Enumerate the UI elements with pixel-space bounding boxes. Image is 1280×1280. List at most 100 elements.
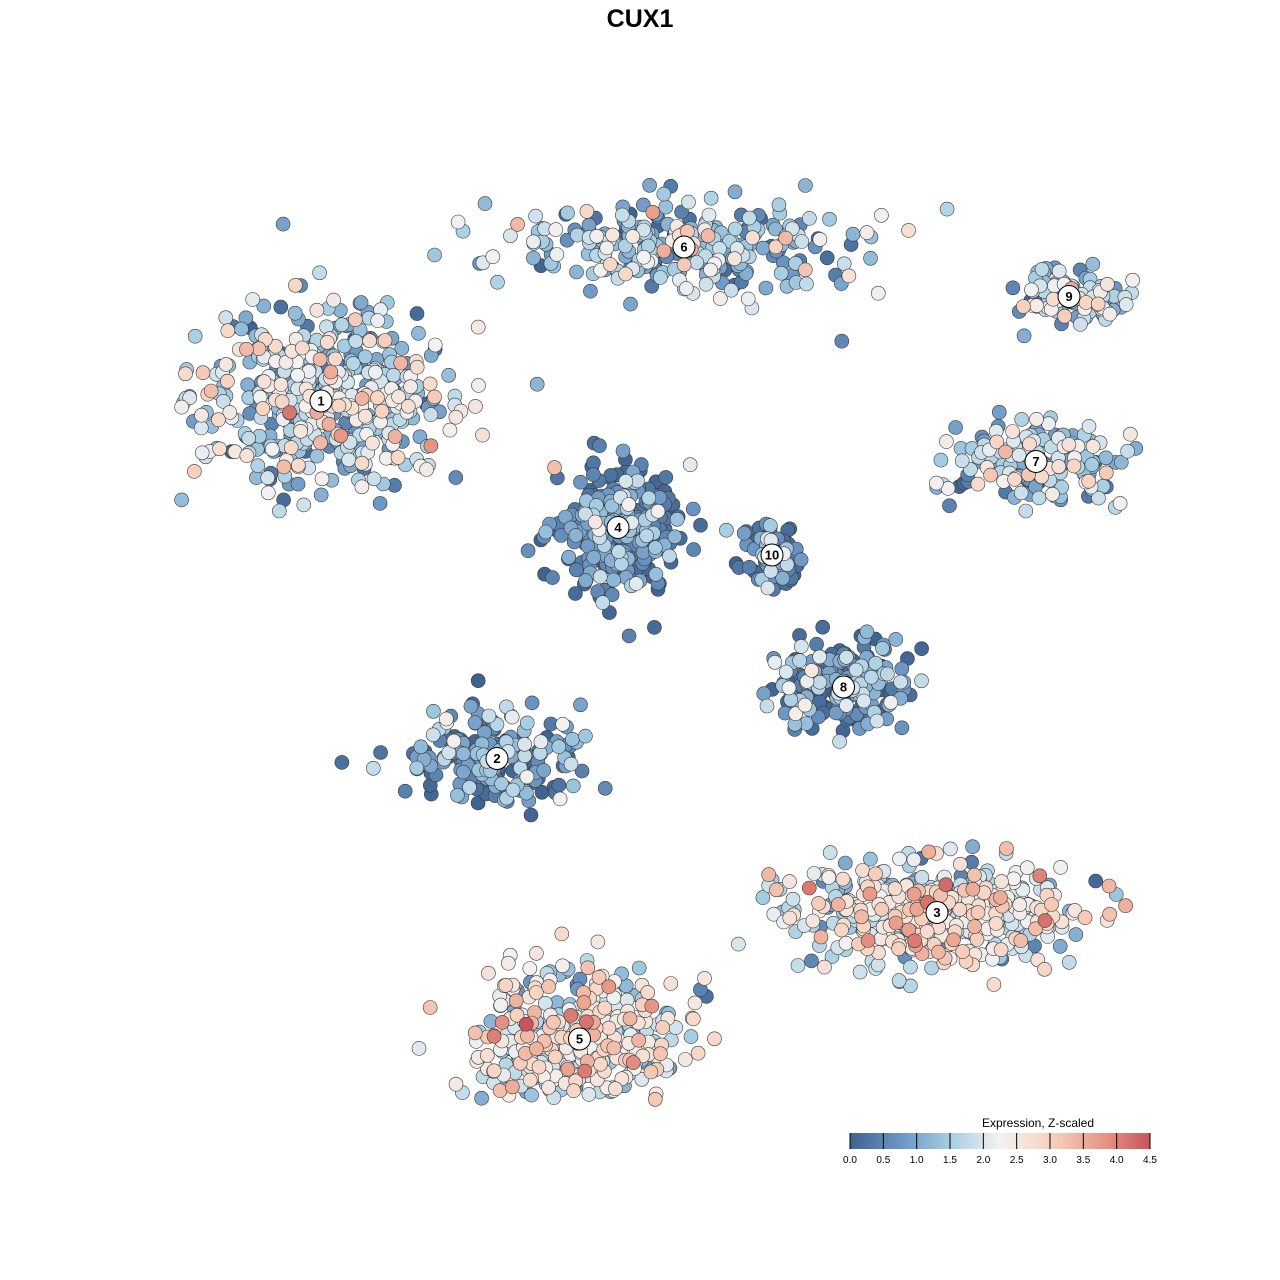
- scatter-point: [875, 641, 890, 656]
- scatter-point: [475, 427, 490, 443]
- scatter-point: [334, 755, 350, 770]
- scatter-point: [760, 580, 776, 596]
- scatter-point: [555, 716, 571, 732]
- scatter-point: [1028, 921, 1043, 937]
- scatter-point: [645, 205, 661, 220]
- scatter-point: [309, 302, 325, 318]
- scatter-point: [845, 226, 861, 242]
- scatter-point: [740, 291, 756, 307]
- scatter-point: [182, 390, 197, 406]
- scatter-point: [568, 586, 583, 601]
- scatter-point: [218, 357, 234, 372]
- scatter-point: [290, 367, 305, 383]
- scatter-point: [529, 1041, 544, 1057]
- scatter-point: [194, 407, 209, 423]
- scatter-point: [794, 234, 810, 249]
- scatter-point: [448, 1076, 464, 1092]
- scatter-point: [345, 356, 361, 371]
- scatter-point: [1068, 927, 1084, 942]
- scatter-point: [419, 462, 434, 477]
- scatter-point: [658, 470, 674, 485]
- scatter-point: [903, 959, 918, 975]
- scatter-point: [323, 364, 339, 380]
- scatter-point: [759, 698, 775, 714]
- scatter-point: [1090, 296, 1106, 312]
- scatter-point: [312, 352, 328, 367]
- scatter-point: [531, 1059, 547, 1075]
- scatter-point: [658, 199, 674, 215]
- scatter-point: [481, 708, 497, 724]
- scatter-point: [374, 403, 390, 419]
- scatter-point: [353, 295, 369, 310]
- scatter-point: [578, 573, 593, 588]
- scatter-point: [1053, 860, 1068, 875]
- cluster-label-7: 7: [1024, 450, 1048, 473]
- cluster-label-text: 10: [765, 548, 779, 563]
- scatter-point: [685, 1011, 701, 1027]
- scatter-point: [555, 958, 570, 974]
- scatter-point: [648, 566, 664, 582]
- scatter-point: [455, 764, 471, 780]
- scatter-point: [894, 720, 910, 736]
- scatter-point: [855, 863, 870, 878]
- scatter-point: [372, 496, 388, 511]
- scatter-point: [931, 944, 946, 960]
- colorbar-tick-label: 2.0: [976, 1155, 990, 1166]
- scatter-point: [589, 229, 605, 244]
- cluster-labels: 1 2 3 4 5 6 7 8 9 10: [309, 235, 1081, 1051]
- scatter-point: [490, 274, 505, 290]
- colorbar-tick-label: 2.5: [1010, 1155, 1024, 1166]
- scatter-point: [546, 1014, 561, 1030]
- scatter-point: [373, 745, 388, 760]
- scatter-point: [290, 476, 306, 492]
- scatter-point: [574, 763, 590, 779]
- scatter-point: [485, 249, 501, 265]
- scatter-point: [805, 913, 821, 929]
- scatter-point: [194, 445, 210, 461]
- scatter-point: [538, 524, 554, 540]
- scatter-point: [1020, 860, 1035, 876]
- scatter-point: [553, 528, 569, 543]
- scatter-point: [938, 877, 954, 893]
- scatter-point: [863, 851, 878, 867]
- cluster-label-5: 5: [568, 1027, 591, 1051]
- scatter-point: [441, 367, 457, 383]
- scatter-point: [993, 942, 1009, 958]
- scatter-point: [631, 960, 647, 976]
- scatter-point: [413, 739, 429, 755]
- scatter-point: [700, 228, 716, 243]
- cluster-label-badge: [832, 675, 855, 699]
- scatter-point: [942, 498, 957, 514]
- cluster-label-10: 10: [760, 543, 784, 567]
- scatter-point: [1073, 317, 1088, 332]
- scatter-point: [239, 448, 255, 463]
- scatter-point: [568, 562, 584, 578]
- scatter-point: [450, 214, 466, 230]
- scatter-point: [999, 841, 1014, 856]
- scatter-point: [1029, 298, 1044, 313]
- scatter-point: [618, 473, 634, 489]
- scatter-point: [736, 525, 752, 541]
- scatter-point: [854, 909, 869, 925]
- scatter-point: [769, 882, 784, 898]
- cluster-label-badge: [925, 901, 949, 924]
- scatter-point: [251, 341, 267, 357]
- scatter-point: [742, 559, 757, 575]
- scatter-point: [528, 208, 543, 224]
- scatter-point: [194, 420, 209, 436]
- scatter-point: [1102, 306, 1118, 322]
- scatter-point: [605, 227, 620, 243]
- scatter-point: [622, 1011, 638, 1027]
- scatter-point: [625, 229, 641, 244]
- scatter-point: [762, 518, 778, 533]
- scatter-point: [520, 543, 536, 559]
- cluster-label-badge: [485, 747, 509, 770]
- scatter-point: [411, 1041, 427, 1056]
- scatter-point: [965, 839, 980, 855]
- scatter-point: [450, 787, 465, 803]
- scatter-point: [761, 867, 777, 882]
- scatter-point: [967, 867, 982, 883]
- scatter-point: [924, 960, 939, 976]
- scatter-point: [400, 398, 416, 414]
- scatter-point: [653, 270, 668, 285]
